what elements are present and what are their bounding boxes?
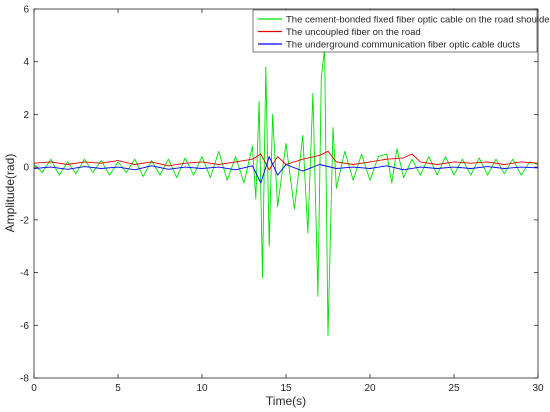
x-tick-label: 25 [448,383,460,394]
series-line-3 [34,156,538,184]
y-axis-label: Amplitude(rad) [3,154,17,233]
x-tick-label: 5 [115,383,121,394]
series-line-1 [34,48,538,337]
y-tick-label: -2 [20,215,29,226]
legend-label-2: The uncoupled fiber on the road [286,27,421,38]
legend-label-3: The underground communication fiber opti… [286,40,520,51]
x-tick-label: 10 [196,383,208,394]
y-tick-label: 6 [23,5,29,16]
y-tick-label: 4 [23,57,29,68]
x-tick-label: 0 [31,383,37,394]
y-axis: -8 -6 -4 -2 0 2 4 6 [20,5,538,385]
y-tick-label: -6 [20,321,29,332]
legend-box [252,9,538,53]
x-axis-label: Time(s) [266,394,306,408]
x-tick-label: 20 [364,383,376,394]
x-tick-label: 30 [532,383,544,394]
y-tick-label: -8 [20,374,29,385]
y-tick-label: 2 [23,110,29,121]
x-axis: 0 5 10 15 20 25 30 [31,9,544,394]
legend: The cement-bonded fixed fiber optic cabl… [252,9,550,53]
x-tick-label: 15 [280,383,292,394]
series-layer [34,48,538,337]
y-tick-label: 0 [23,163,29,174]
y-tick-label: -4 [20,268,29,279]
legend-label-1: The cement-bonded fixed fiber optic cabl… [286,15,550,26]
